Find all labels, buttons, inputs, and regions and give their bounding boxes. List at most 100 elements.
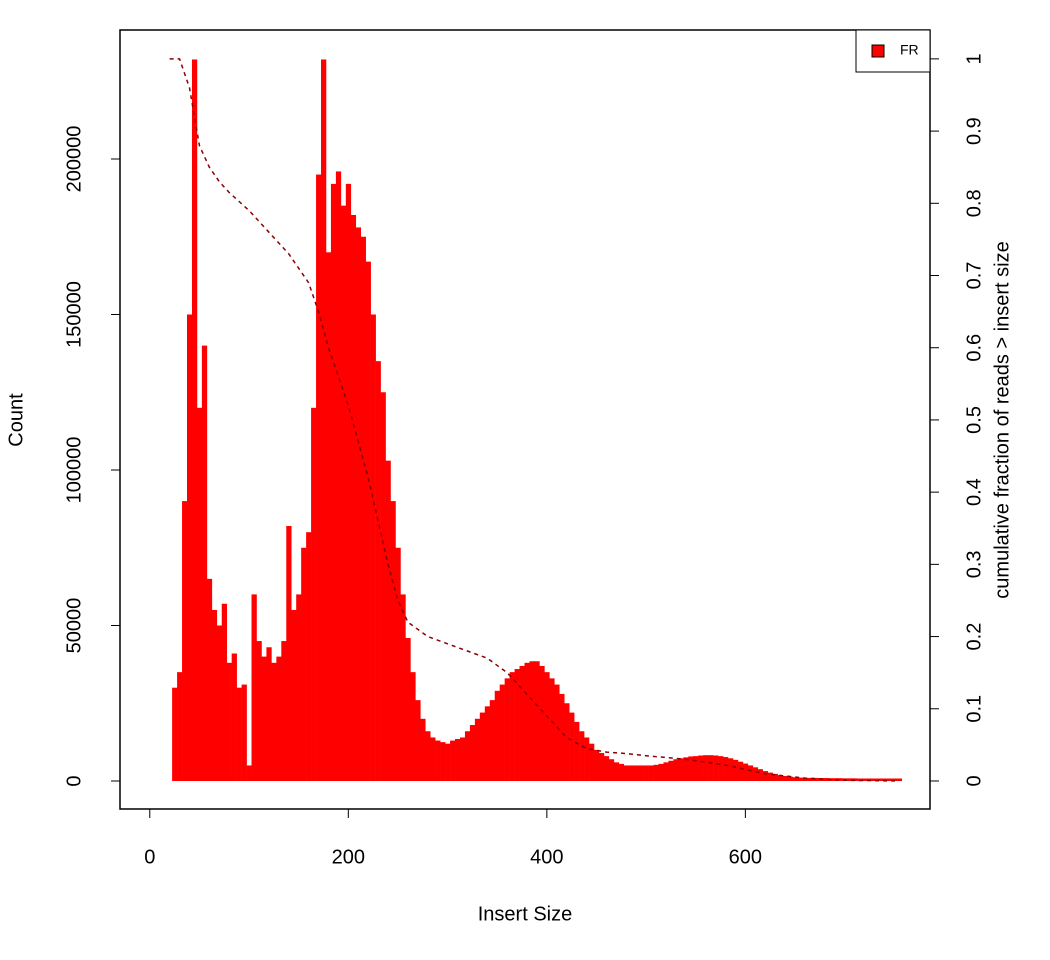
bar bbox=[727, 758, 734, 782]
bar bbox=[355, 227, 362, 782]
bar bbox=[866, 778, 873, 782]
bar bbox=[340, 205, 347, 782]
bar bbox=[747, 765, 754, 782]
bar bbox=[549, 678, 555, 782]
bar bbox=[847, 778, 853, 782]
bar bbox=[256, 641, 262, 782]
bar bbox=[191, 59, 198, 782]
bar bbox=[876, 778, 883, 782]
bar bbox=[737, 761, 744, 782]
bar bbox=[276, 656, 282, 782]
legend-text: FR bbox=[900, 42, 919, 58]
bar bbox=[464, 731, 471, 782]
bar bbox=[385, 460, 391, 782]
bar bbox=[683, 757, 689, 782]
bar bbox=[425, 731, 431, 782]
bar bbox=[807, 777, 813, 782]
bar bbox=[569, 712, 575, 782]
bar bbox=[321, 59, 327, 782]
bar bbox=[638, 765, 644, 782]
bar bbox=[509, 672, 515, 782]
bar bbox=[370, 314, 376, 782]
bar bbox=[474, 718, 481, 782]
bar bbox=[201, 345, 208, 782]
bar bbox=[762, 771, 769, 782]
bar bbox=[266, 647, 272, 782]
y2-tick-label: 1 bbox=[963, 53, 985, 64]
bar bbox=[306, 532, 312, 782]
bar bbox=[524, 662, 530, 782]
bar bbox=[534, 661, 540, 782]
bar bbox=[777, 775, 783, 782]
y2-tick-label: 0.2 bbox=[963, 623, 985, 651]
y-axis-title: Count bbox=[5, 393, 27, 447]
bar bbox=[420, 718, 426, 782]
bar bbox=[529, 661, 535, 782]
bar bbox=[251, 594, 257, 782]
bar bbox=[648, 765, 654, 782]
bar bbox=[663, 762, 669, 782]
y-tick-label: 100000 bbox=[63, 437, 85, 504]
bar bbox=[514, 669, 520, 782]
x-tick-label: 400 bbox=[530, 846, 563, 868]
bar bbox=[440, 742, 446, 782]
bar bbox=[335, 171, 342, 782]
bar bbox=[554, 684, 560, 782]
bar bbox=[723, 757, 729, 782]
bar bbox=[484, 706, 491, 782]
x-tick-label: 0 bbox=[144, 846, 155, 868]
y2-tick-label: 0.7 bbox=[963, 262, 985, 290]
bar bbox=[435, 740, 441, 782]
bar bbox=[732, 759, 739, 782]
bar bbox=[216, 625, 223, 782]
bar bbox=[390, 501, 396, 782]
bar bbox=[782, 776, 788, 782]
bar bbox=[479, 712, 486, 782]
y2-axis-title: cumulative fraction of reads > insert si… bbox=[991, 241, 1013, 598]
bar bbox=[316, 174, 322, 782]
bar bbox=[375, 361, 381, 782]
bar bbox=[504, 678, 510, 782]
bar bbox=[871, 778, 878, 782]
bar bbox=[589, 743, 595, 782]
bar bbox=[187, 314, 193, 782]
y2-tick-label: 0.3 bbox=[963, 550, 985, 578]
y2-tick-label: 0.5 bbox=[963, 406, 985, 434]
bar bbox=[678, 758, 684, 782]
bar bbox=[330, 183, 337, 782]
bar bbox=[271, 662, 277, 782]
legend-swatch bbox=[871, 44, 885, 58]
bar bbox=[415, 700, 421, 782]
bar bbox=[380, 392, 386, 782]
y2-tick-label: 0.6 bbox=[963, 334, 985, 362]
bar bbox=[410, 672, 416, 782]
bar bbox=[598, 753, 605, 782]
bar bbox=[182, 501, 188, 782]
bar bbox=[628, 765, 634, 782]
bar bbox=[469, 725, 476, 782]
bar bbox=[241, 684, 247, 782]
bar bbox=[653, 764, 659, 782]
bar bbox=[231, 653, 237, 782]
bar bbox=[325, 252, 332, 782]
y-tick-label: 50000 bbox=[63, 598, 85, 654]
bar bbox=[881, 778, 888, 782]
bar bbox=[673, 759, 679, 782]
y-tick-label: 150000 bbox=[63, 281, 85, 348]
bar bbox=[544, 672, 550, 782]
bar bbox=[623, 765, 630, 782]
bar bbox=[430, 737, 436, 782]
bar bbox=[455, 739, 461, 782]
bar bbox=[564, 703, 570, 782]
bar bbox=[539, 665, 545, 782]
bar bbox=[792, 777, 798, 782]
bar bbox=[206, 578, 213, 782]
bar bbox=[574, 721, 580, 782]
bar bbox=[703, 755, 709, 782]
bar bbox=[345, 183, 352, 782]
bar bbox=[608, 759, 615, 782]
bar bbox=[862, 778, 868, 782]
bar bbox=[291, 609, 297, 782]
bar bbox=[236, 687, 242, 782]
bar bbox=[301, 547, 307, 782]
